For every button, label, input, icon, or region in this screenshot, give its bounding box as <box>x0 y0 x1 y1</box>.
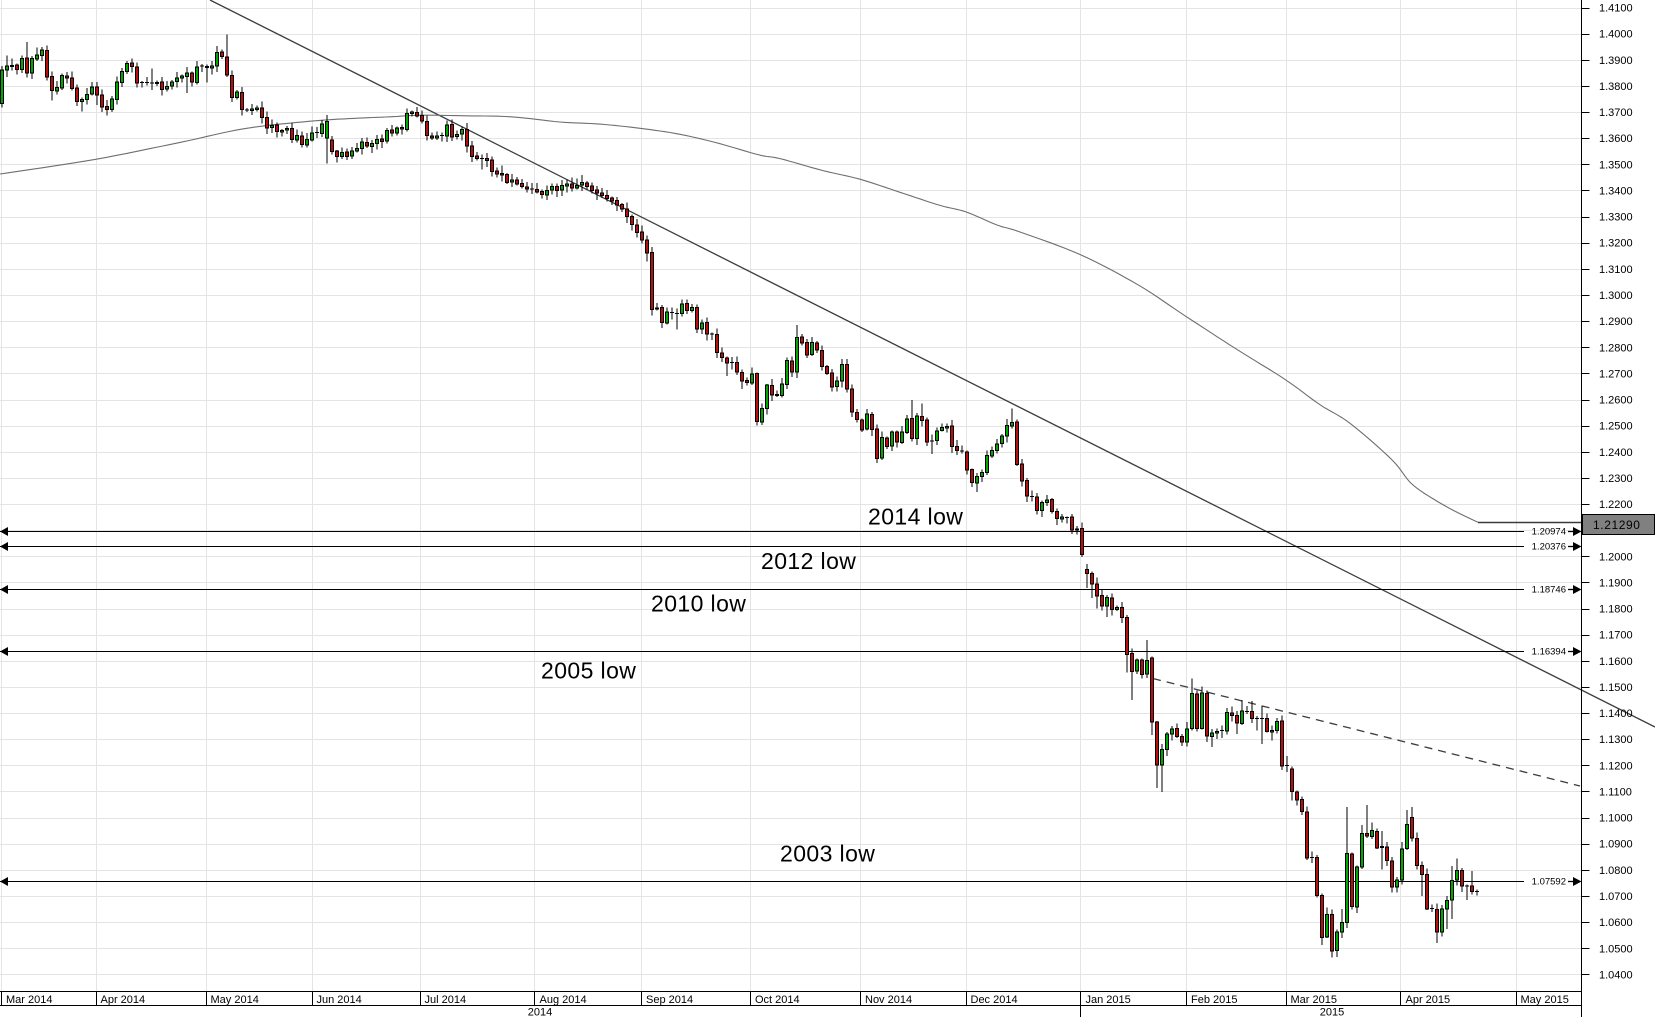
svg-text:Feb 2015: Feb 2015 <box>1191 994 1237 1006</box>
svg-text:1.3800: 1.3800 <box>1599 81 1633 93</box>
svg-text:1.3500: 1.3500 <box>1599 159 1633 171</box>
svg-text:1.3900: 1.3900 <box>1599 55 1633 67</box>
svg-text:1.2700: 1.2700 <box>1599 368 1633 380</box>
svg-text:1.0800: 1.0800 <box>1599 865 1633 877</box>
svg-text:1.3100: 1.3100 <box>1599 264 1633 276</box>
svg-text:2005 low: 2005 low <box>541 658 636 684</box>
svg-text:1.16394: 1.16394 <box>1532 647 1566 658</box>
svg-text:1.2600: 1.2600 <box>1599 395 1633 407</box>
svg-text:1.1700: 1.1700 <box>1599 630 1633 642</box>
svg-text:1.2300: 1.2300 <box>1599 473 1633 485</box>
svg-text:1.3200: 1.3200 <box>1599 238 1633 250</box>
svg-text:2012 low: 2012 low <box>761 548 856 574</box>
svg-text:1.2400: 1.2400 <box>1599 447 1633 459</box>
svg-text:1.1100: 1.1100 <box>1599 787 1632 799</box>
svg-text:1.3300: 1.3300 <box>1599 212 1633 224</box>
svg-text:Oct 2014: Oct 2014 <box>755 994 800 1006</box>
svg-text:1.2800: 1.2800 <box>1599 342 1633 354</box>
svg-text:Dec 2014: Dec 2014 <box>971 994 1018 1006</box>
svg-text:Aug 2014: Aug 2014 <box>540 994 587 1006</box>
svg-text:Jul 2014: Jul 2014 <box>425 994 467 1006</box>
svg-text:Mar 2014: Mar 2014 <box>6 994 52 1006</box>
svg-text:1.1500: 1.1500 <box>1599 682 1633 694</box>
svg-text:1.2900: 1.2900 <box>1599 316 1633 328</box>
svg-text:1.1300: 1.1300 <box>1599 734 1633 746</box>
svg-text:2010 low: 2010 low <box>651 591 746 617</box>
svg-text:1.20376: 1.20376 <box>1532 542 1566 553</box>
svg-text:2014 low: 2014 low <box>868 504 963 530</box>
svg-text:1.0500: 1.0500 <box>1599 943 1633 955</box>
svg-text:1.2000: 1.2000 <box>1599 551 1633 563</box>
svg-text:Mar 2015: Mar 2015 <box>1291 994 1337 1006</box>
svg-text:1.1200: 1.1200 <box>1599 760 1633 772</box>
svg-text:1.3000: 1.3000 <box>1599 290 1633 302</box>
svg-text:Jan 2015: Jan 2015 <box>1086 994 1131 1006</box>
svg-text:1.1400: 1.1400 <box>1599 708 1633 720</box>
svg-text:1.3700: 1.3700 <box>1599 107 1633 119</box>
svg-text:1.07592: 1.07592 <box>1532 877 1566 888</box>
svg-text:1.1900: 1.1900 <box>1599 577 1633 589</box>
svg-text:Apr 2015: Apr 2015 <box>1406 994 1451 1006</box>
svg-text:1.3600: 1.3600 <box>1599 133 1633 145</box>
svg-text:1.1000: 1.1000 <box>1599 813 1633 825</box>
svg-text:1.0900: 1.0900 <box>1599 839 1633 851</box>
svg-text:1.2200: 1.2200 <box>1599 499 1633 511</box>
svg-text:1.2500: 1.2500 <box>1599 421 1633 433</box>
svg-text:May 2014: May 2014 <box>211 994 259 1006</box>
svg-text:1.1800: 1.1800 <box>1599 604 1633 616</box>
svg-text:1.21290: 1.21290 <box>1593 518 1641 532</box>
svg-text:1.4000: 1.4000 <box>1599 29 1633 41</box>
svg-text:1.18746: 1.18746 <box>1532 585 1566 596</box>
svg-text:1.4100: 1.4100 <box>1599 3 1633 15</box>
svg-text:1.0400: 1.0400 <box>1599 969 1633 981</box>
svg-text:Apr 2014: Apr 2014 <box>101 994 146 1006</box>
svg-text:Jun 2014: Jun 2014 <box>317 994 362 1006</box>
svg-text:May 2015: May 2015 <box>1521 994 1569 1006</box>
svg-text:2014: 2014 <box>528 1007 552 1017</box>
svg-text:1.0600: 1.0600 <box>1599 917 1633 929</box>
svg-text:Sep 2014: Sep 2014 <box>646 994 693 1006</box>
svg-text:Nov 2014: Nov 2014 <box>865 994 912 1006</box>
svg-text:1.1600: 1.1600 <box>1599 656 1633 668</box>
svg-text:2015: 2015 <box>1320 1007 1344 1017</box>
svg-text:1.20974: 1.20974 <box>1532 527 1566 538</box>
svg-text:1.3400: 1.3400 <box>1599 186 1633 198</box>
svg-text:1.0700: 1.0700 <box>1599 891 1633 903</box>
svg-text:2003 low: 2003 low <box>780 841 875 867</box>
